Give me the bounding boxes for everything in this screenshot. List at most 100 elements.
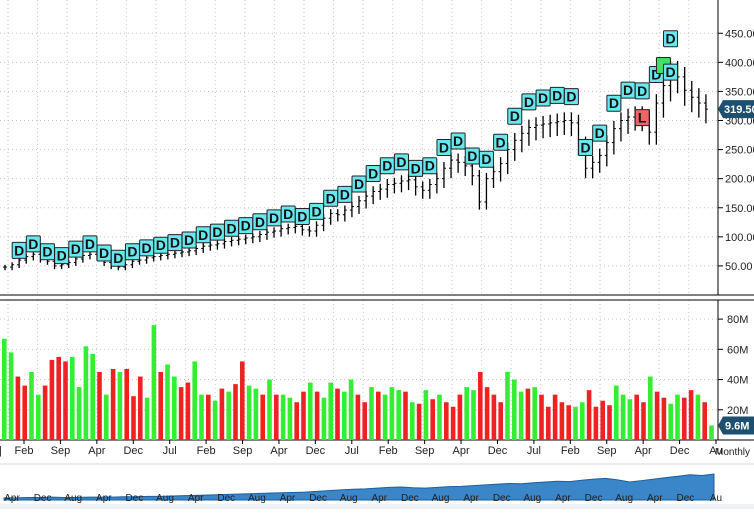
- volume-bar[interactable]: [382, 394, 388, 440]
- volume-bar[interactable]: [212, 400, 218, 440]
- dividend-marker[interactable]: D: [535, 89, 551, 107]
- dividend-marker[interactable]: D: [606, 94, 622, 112]
- volume-bar[interactable]: [512, 379, 517, 440]
- volume-bar[interactable]: [607, 405, 612, 440]
- volume-bar[interactable]: [104, 394, 109, 440]
- volume-bar[interactable]: [335, 388, 340, 440]
- volume-bar[interactable]: [491, 394, 497, 440]
- dividend-marker[interactable]: D: [365, 165, 381, 183]
- volume-bar[interactable]: [70, 356, 75, 440]
- volume-bar[interactable]: [219, 388, 225, 440]
- volume-bar[interactable]: [709, 425, 714, 440]
- dividend-marker[interactable]: D: [39, 243, 55, 261]
- volume-bar[interactable]: [661, 397, 667, 440]
- dividend-marker[interactable]: D: [167, 234, 183, 252]
- volume-bar[interactable]: [444, 402, 449, 440]
- dividend-marker[interactable]: D: [464, 147, 480, 165]
- volume-bar[interactable]: [675, 394, 680, 440]
- dividend-marker[interactable]: D: [563, 88, 579, 106]
- volume-bar[interactable]: [410, 402, 415, 440]
- navigator-scrollbar[interactable]: [0, 504, 754, 509]
- volume-bar[interactable]: [260, 394, 265, 440]
- volume-bar[interactable]: [593, 406, 599, 440]
- dividend-marker[interactable]: D: [139, 239, 155, 257]
- volume-bar[interactable]: [49, 359, 55, 440]
- volume-bar[interactable]: [695, 394, 701, 440]
- dividend-marker[interactable]: D: [294, 208, 310, 226]
- dividend-marker[interactable]: D: [153, 236, 169, 254]
- dividend-marker[interactable]: D: [337, 185, 353, 203]
- dividend-marker[interactable]: D: [351, 175, 367, 193]
- volume-bar[interactable]: [267, 379, 272, 440]
- volume-bar[interactable]: [478, 372, 483, 440]
- volume-bar[interactable]: [498, 402, 503, 440]
- dividend-marker[interactable]: D: [238, 217, 254, 235]
- volume-bar[interactable]: [328, 382, 333, 440]
- dividend-marker[interactable]: D: [408, 159, 424, 177]
- volume-bar[interactable]: [525, 388, 531, 440]
- volume-bar[interactable]: [471, 390, 476, 440]
- volume-bar[interactable]: [342, 391, 347, 440]
- volume-bar[interactable]: [376, 391, 381, 440]
- volume-bar[interactable]: [532, 387, 537, 440]
- volume-bar[interactable]: [416, 403, 422, 440]
- volume-bar[interactable]: [437, 394, 442, 440]
- price-plot-area[interactable]: [0, 0, 718, 295]
- earnings-marker[interactable]: L: [634, 109, 650, 127]
- volume-bar[interactable]: [614, 385, 619, 440]
- dividend-marker[interactable]: D: [181, 231, 197, 249]
- dividend-marker[interactable]: D: [393, 153, 409, 171]
- volume-bar[interactable]: [22, 385, 27, 440]
- volume-bar[interactable]: [688, 390, 694, 440]
- dividend-marker[interactable]: D: [507, 107, 523, 125]
- dividend-marker[interactable]: D: [422, 157, 438, 175]
- volume-bar[interactable]: [144, 397, 150, 440]
- volume-bar[interactable]: [403, 391, 408, 440]
- volume-bar[interactable]: [301, 391, 306, 440]
- dividend-marker[interactable]: D: [592, 124, 608, 142]
- volume-bar[interactable]: [308, 382, 313, 440]
- volume-bar[interactable]: [253, 388, 259, 440]
- volume-bar[interactable]: [178, 387, 184, 440]
- volume-bar[interactable]: [682, 397, 687, 440]
- navigator-area[interactable]: [3, 473, 715, 501]
- volume-bar[interactable]: [90, 353, 95, 440]
- volume-bar[interactable]: [552, 394, 558, 440]
- dividend-marker[interactable]: D: [11, 241, 27, 259]
- dividend-marker[interactable]: D: [323, 189, 339, 207]
- dividend-marker[interactable]: D: [620, 81, 636, 99]
- dividend-marker[interactable]: D: [578, 138, 594, 156]
- volume-bar[interactable]: [321, 397, 327, 440]
- dividend-marker[interactable]: D: [82, 235, 98, 253]
- dividend-marker[interactable]: D: [521, 93, 537, 111]
- volume-bar[interactable]: [97, 372, 102, 440]
- volume-bar[interactable]: [15, 376, 21, 440]
- volume-bar[interactable]: [76, 387, 82, 440]
- volume-bar[interactable]: [287, 397, 293, 440]
- volume-bar[interactable]: [2, 338, 7, 440]
- volume-bar[interactable]: [294, 402, 299, 440]
- volume-bar[interactable]: [580, 402, 585, 440]
- volume-bar[interactable]: [464, 387, 469, 440]
- volume-bar[interactable]: [450, 406, 456, 440]
- volume-bar[interactable]: [369, 387, 374, 440]
- dividend-marker[interactable]: D: [96, 244, 112, 262]
- volume-bar[interactable]: [240, 361, 245, 440]
- volume-bar[interactable]: [246, 385, 252, 440]
- dividend-marker[interactable]: D: [493, 133, 509, 151]
- volume-bar[interactable]: [505, 372, 510, 440]
- volume-bar[interactable]: [668, 403, 673, 440]
- volume-bar[interactable]: [634, 394, 639, 440]
- dividend-marker[interactable]: D: [436, 138, 452, 156]
- dividend-marker[interactable]: D: [634, 82, 650, 100]
- volume-bar[interactable]: [430, 399, 435, 440]
- volume-bar[interactable]: [546, 406, 551, 440]
- price-panel[interactable]: 50.00 100.00 150.00 200.00 250.00 300.00 350.0…: [0, 0, 754, 296]
- dividend-marker[interactable]: D: [379, 157, 395, 175]
- dividend-marker[interactable]: D: [252, 213, 268, 231]
- dividend-marker[interactable]: D: [663, 30, 679, 48]
- volume-bar[interactable]: [117, 372, 123, 440]
- volume-bar[interactable]: [42, 385, 48, 440]
- volume-bar[interactable]: [29, 372, 34, 440]
- dividend-marker[interactable]: D: [450, 132, 466, 150]
